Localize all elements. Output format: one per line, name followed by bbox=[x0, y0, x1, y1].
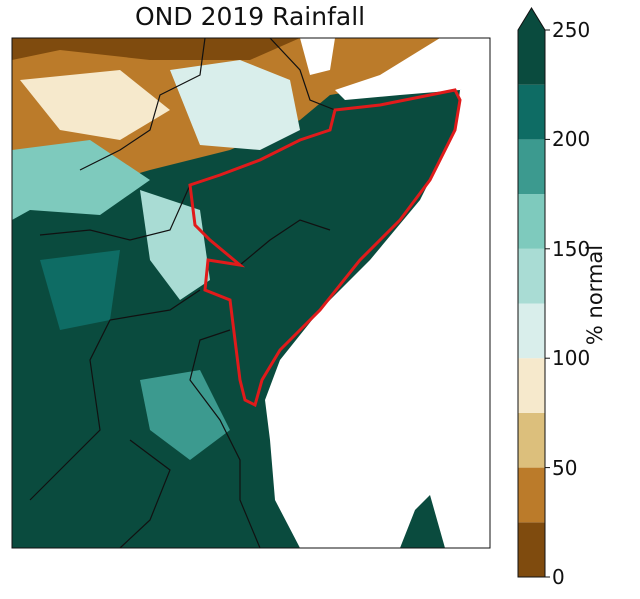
map-frame bbox=[11, 37, 491, 549]
near-normal-region bbox=[170, 60, 300, 150]
colorbar-bin bbox=[518, 30, 545, 85]
colorbar-tick-label: 200 bbox=[552, 127, 591, 152]
ocean bbox=[265, 80, 490, 548]
gulf-of-aden bbox=[335, 38, 490, 100]
colorbar-bin bbox=[518, 412, 545, 468]
colorbar-tick-label: 100 bbox=[552, 346, 591, 371]
colorbar-label: % normal bbox=[583, 244, 607, 346]
colorbar-bin bbox=[518, 194, 545, 249]
colorbar bbox=[517, 7, 550, 578]
country-borders bbox=[29, 38, 336, 548]
colorbar-bin bbox=[518, 139, 545, 195]
colorbar-tick-label: 150 bbox=[552, 236, 591, 261]
colorbar-bin bbox=[518, 303, 545, 359]
colorbar-bin bbox=[518, 248, 545, 304]
normal-region bbox=[20, 70, 170, 140]
colorbar-tick-label: 50 bbox=[552, 455, 578, 480]
very-dry-region bbox=[12, 38, 300, 60]
colorbar-bin bbox=[518, 358, 545, 413]
red-sea bbox=[300, 38, 335, 75]
colorbar-tick-label: 250 bbox=[552, 18, 591, 42]
colorbar-bin bbox=[518, 84, 545, 140]
colorbar-bin bbox=[518, 467, 545, 523]
colorbar-extend-arrow bbox=[518, 8, 545, 30]
colorbar-bin bbox=[518, 522, 545, 577]
colorbar-outline bbox=[517, 7, 546, 578]
wet-region bbox=[140, 370, 230, 460]
moderate-wet-region bbox=[140, 190, 210, 300]
wet-region bbox=[40, 250, 120, 330]
colorbar-tick-label: 0 bbox=[552, 565, 565, 589]
highlight-outline bbox=[188, 88, 462, 408]
moderate-wet-region bbox=[12, 140, 150, 220]
island bbox=[400, 495, 445, 548]
map-title: OND 2019 Rainfall bbox=[135, 2, 366, 31]
